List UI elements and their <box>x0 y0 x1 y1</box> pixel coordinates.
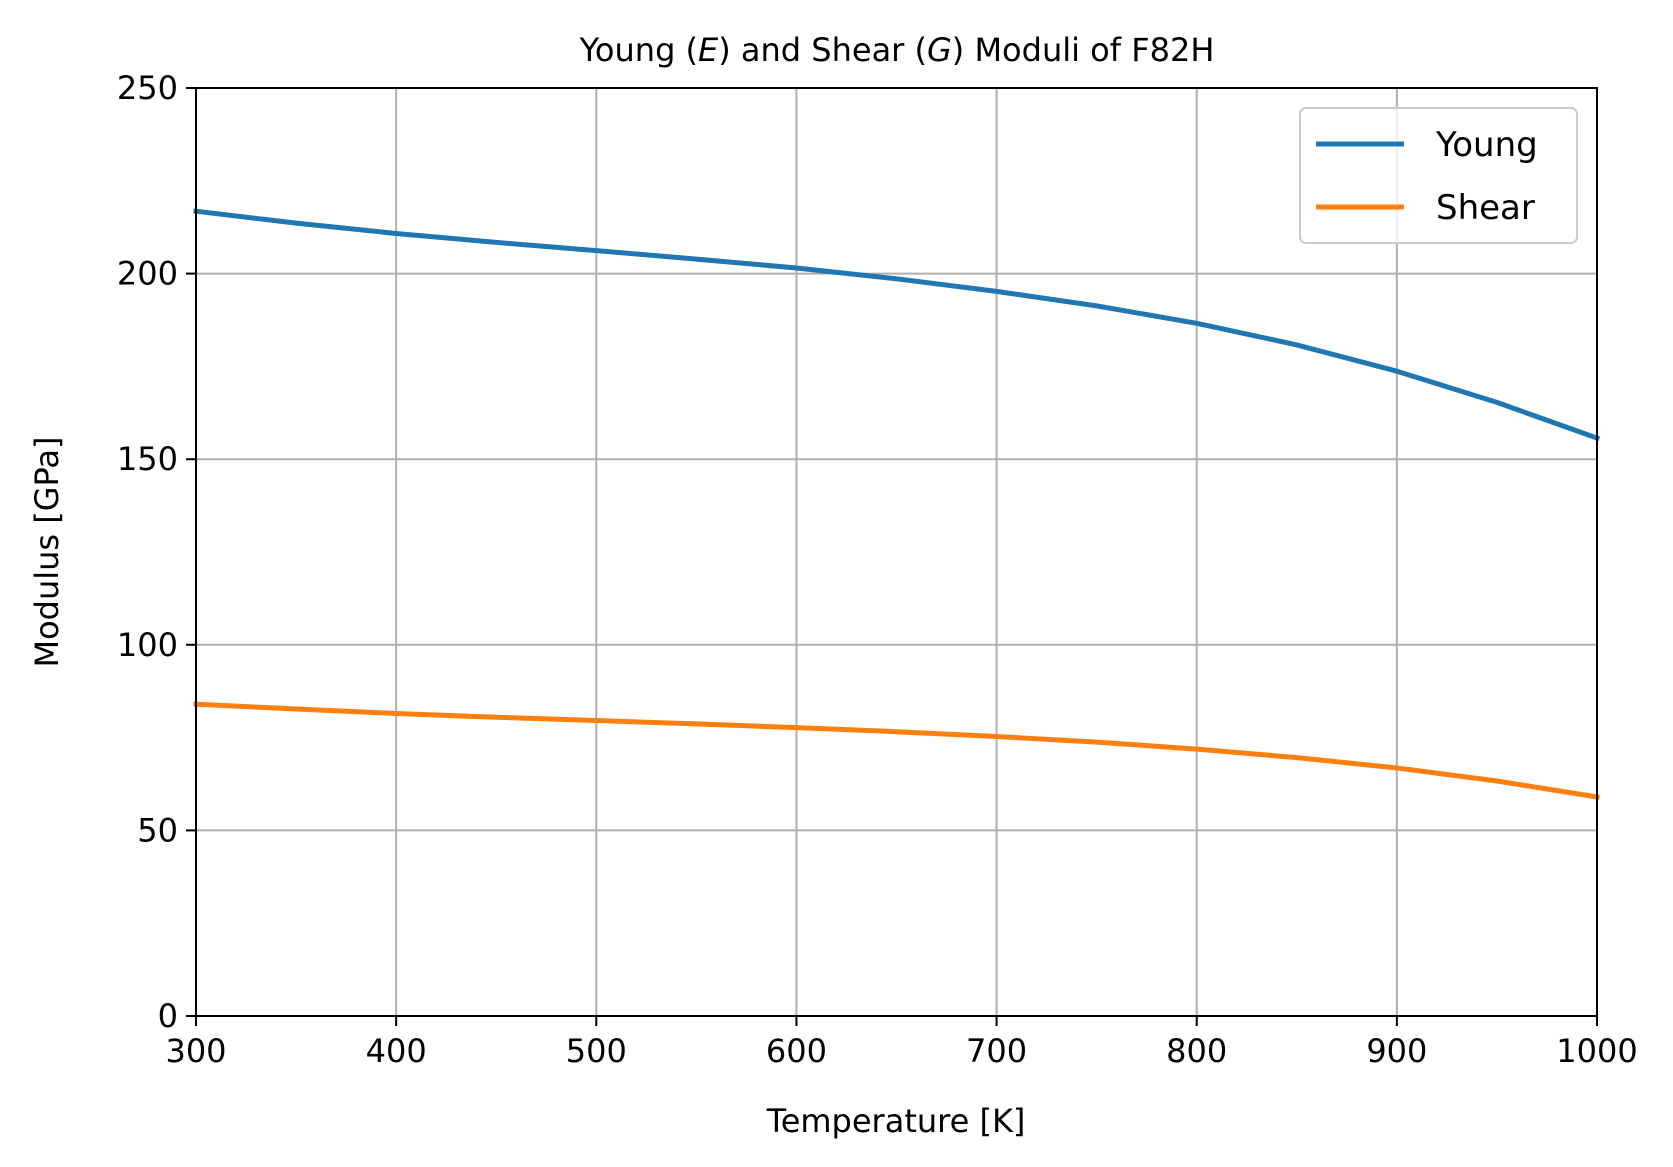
y-tick-label: 0 <box>158 997 178 1035</box>
y-tick-label: 250 <box>117 69 178 107</box>
x-axis: 300 400 500 600 700 800 900 1000 <box>165 1016 1638 1070</box>
y-tick-label: 100 <box>117 626 178 664</box>
chart-title-part-e-symbol: E <box>698 31 719 69</box>
x-tick-label: 500 <box>566 1032 627 1070</box>
y-tick-label: 150 <box>117 440 178 478</box>
legend-label-young: Young <box>1435 125 1538 165</box>
x-tick-label: 400 <box>366 1032 427 1070</box>
plot-frame <box>195 87 1598 1017</box>
chart-title-part-g-symbol: G <box>927 31 952 69</box>
y-axis: 0 50 100 150 200 250 <box>117 69 196 1035</box>
chart-title-part-a: Young ( <box>579 31 698 69</box>
series-line-young <box>193 208 1601 442</box>
chart-title-part-e: ) Moduli of F82H <box>952 31 1215 69</box>
x-axis-label: Temperature [K] <box>766 1102 1026 1140</box>
x-tick-label: 800 <box>1166 1032 1227 1070</box>
x-tick-label: 300 <box>165 1032 226 1070</box>
chart-title-part-c: ) and Shear ( <box>718 31 927 69</box>
legend-label-shear: Shear <box>1436 188 1535 228</box>
x-tick-label: 900 <box>1366 1032 1427 1070</box>
series-line-shear <box>193 701 1600 800</box>
legend: Young Shear <box>1299 107 1578 244</box>
x-tick-label: 1000 <box>1556 1032 1637 1070</box>
x-tick-label: 600 <box>766 1032 827 1070</box>
y-tick-label: 200 <box>117 255 178 293</box>
series-group <box>193 208 1601 800</box>
chart-title: Young (E) and Shear (G) Moduli of F82H <box>579 31 1215 69</box>
y-tick-label: 50 <box>137 811 178 849</box>
y-axis-label: Modulus [GPa] <box>28 436 66 667</box>
x-tick-label: 700 <box>966 1032 1027 1070</box>
